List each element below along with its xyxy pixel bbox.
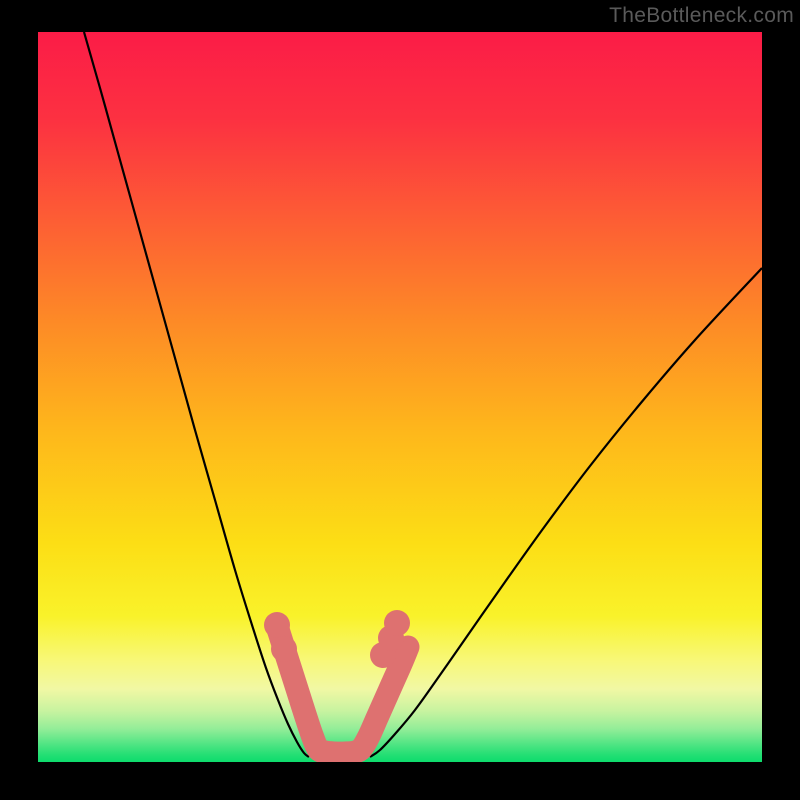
- marker-dot: [271, 636, 297, 662]
- chart-container: TheBottleneck.com: [0, 0, 800, 800]
- bottleneck-chart: [0, 0, 800, 800]
- marker-dot: [264, 612, 290, 638]
- watermark-text: TheBottleneck.com: [609, 4, 794, 28]
- marker-dot: [384, 610, 410, 636]
